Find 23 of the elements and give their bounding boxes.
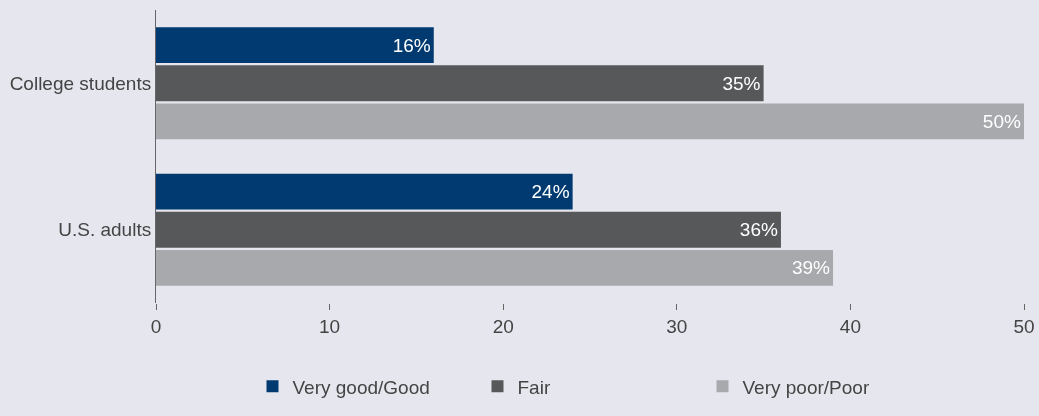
x-tick-label: 50	[1013, 315, 1035, 337]
data-label: 16%	[392, 34, 431, 56]
data-label: 24%	[531, 181, 570, 203]
x-tick-label: 10	[319, 315, 341, 337]
bar	[156, 173, 573, 210]
x-tick-label: 40	[839, 315, 861, 337]
bar	[156, 27, 434, 64]
bar	[156, 65, 764, 102]
y-tick-label: U.S. adults	[58, 219, 152, 241]
bar	[156, 249, 834, 286]
data-label: 50%	[982, 110, 1021, 132]
bar	[156, 103, 1024, 140]
x-tick-label: 20	[492, 315, 514, 337]
data-label: 35%	[722, 72, 761, 94]
y-tick-label: College students	[9, 72, 152, 94]
x-tick-label: 30	[666, 315, 688, 337]
x-tick-label: 0	[150, 315, 162, 337]
data-label: 39%	[791, 257, 831, 279]
data-label: 36%	[739, 219, 778, 241]
legend-label: Very good/Good	[292, 376, 430, 398]
legend-label: Fair	[517, 376, 551, 398]
legend-label: Very poor/Poor	[742, 376, 870, 398]
bar	[156, 211, 781, 248]
